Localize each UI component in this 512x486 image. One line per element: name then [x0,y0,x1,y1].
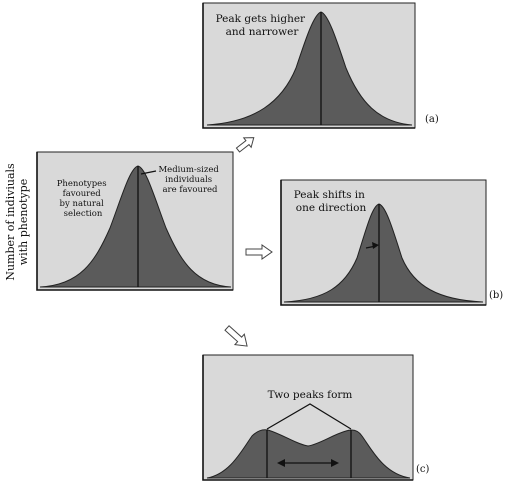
panel-c-right-arrowhead [331,459,339,467]
panel-a: Peak gets higher and narrower (a) [202,2,439,129]
panel-b-axes [280,180,486,306]
y-axis-label-line1: Number of indiviuals [4,163,17,281]
panel-a-axes [202,3,415,129]
panel-c-curve [206,429,411,479]
arrow-to-c [224,325,248,347]
original-distribution-panel: Phenotypes favoured by natural selection… [36,151,234,291]
arrow-to-b [245,244,273,260]
panel-a-title: Peak gets higher and narrower [216,13,309,38]
panel-c-title: Two peaks form [268,389,353,401]
panel-a-tag: (a) [425,114,439,125]
panel-b: Peak shifts in one direction (b) [280,179,503,306]
panel-b-shift-arrowhead [372,242,379,249]
original-axes [36,152,233,291]
panel-c: Two peaks form (c) [202,354,430,481]
panel-c-axes [202,355,413,481]
arrow-to-a [235,137,255,153]
callout-right: Medium-sized individuals are favoured [158,165,221,195]
panel-c-callout-lines [266,403,352,430]
panel-c-tag: (c) [416,464,430,475]
y-axis-label-line2: with phenotype [17,179,30,265]
callout-left: Phenotypes favoured by natural selection [57,179,110,219]
panel-b-tag: (b) [489,290,503,301]
panel-c-left-arrowhead [277,459,285,467]
panel-b-title: Peak shifts in one direction [294,189,369,214]
callout-right-pointer [140,170,157,175]
